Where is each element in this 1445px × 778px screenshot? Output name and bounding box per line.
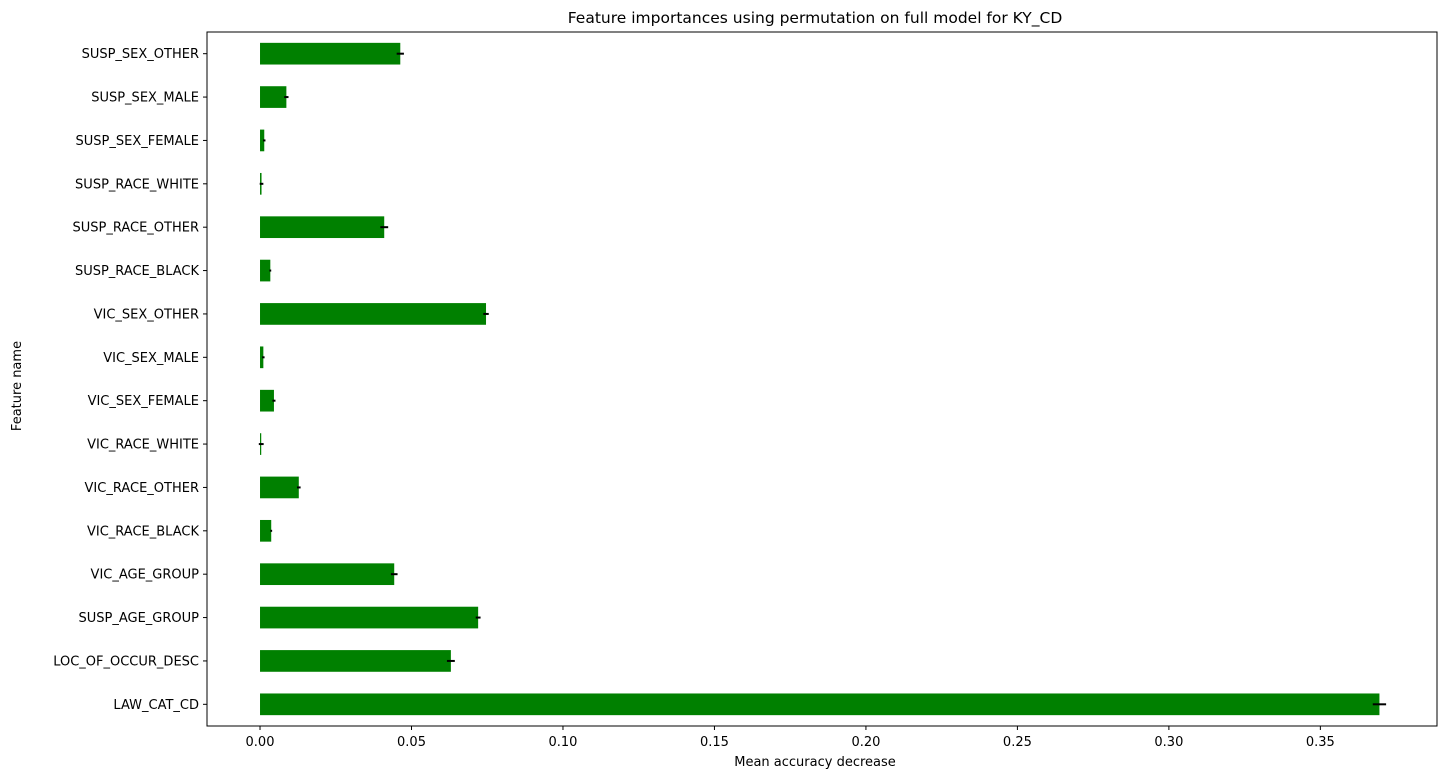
bar-law-cat-cd xyxy=(260,693,1380,716)
bar-susp-sex-male xyxy=(260,86,287,108)
x-tick-label: 0.15 xyxy=(700,735,729,750)
y-tick-label: VIC_RACE_WHITE xyxy=(87,438,199,453)
bars-group xyxy=(260,42,1380,716)
x-tick-label: 0.25 xyxy=(1003,735,1032,750)
y-tick-label: VIC_SEX_FEMALE xyxy=(88,394,199,409)
x-tick-label: 0.35 xyxy=(1306,735,1335,750)
bar-susp-race-black xyxy=(260,259,271,282)
y-tick-label: VIC_SEX_OTHER xyxy=(94,307,199,322)
bar-vic-race-black xyxy=(260,519,272,542)
x-tick-label: 0.30 xyxy=(1154,735,1183,750)
bar-susp-sex-other xyxy=(260,42,401,65)
y-tick-label: SUSP_SEX_FEMALE xyxy=(76,134,200,149)
bar-vic-age-group xyxy=(260,563,395,586)
error-bars-group xyxy=(258,52,1387,706)
x-tick-label: 0.10 xyxy=(548,735,577,750)
plot-area xyxy=(206,31,1438,727)
y-tick-label: VIC_RACE_OTHER xyxy=(85,481,199,496)
bar-vic-race-other xyxy=(260,476,299,499)
y-tick-label: SUSP_AGE_GROUP xyxy=(78,611,199,626)
x-tick-label: 0.20 xyxy=(851,735,880,750)
bar-vic-sex-female xyxy=(260,389,274,412)
y-tick-label: SUSP_SEX_MALE xyxy=(91,91,199,106)
y-tick-label: VIC_AGE_GROUP xyxy=(91,568,200,583)
bar-vic-sex-other xyxy=(260,303,487,325)
x-axis-ticks: 0.00 0.05 0.10 0.15 0.20 0.25 0.30 0.35 xyxy=(246,726,1335,750)
bar-susp-age-group xyxy=(260,606,479,629)
y-tick-label: LAW_CAT_CD xyxy=(113,698,199,713)
y-tick-label: VIC_RACE_BLACK xyxy=(87,524,199,539)
x-axis-label: Mean accuracy decrease xyxy=(734,755,896,770)
y-tick-label: VIC_SEX_MALE xyxy=(103,351,199,366)
y-tick-label: SUSP_RACE_BLACK xyxy=(75,264,200,279)
bar-vic-sex-male xyxy=(260,346,264,369)
y-tick-label: SUSP_RACE_OTHER xyxy=(72,221,199,236)
bar-susp-race-other xyxy=(260,216,385,239)
x-tick-label: 0.05 xyxy=(397,735,426,750)
chart-title: Feature importances using permutation on… xyxy=(568,9,1063,28)
y-tick-label: SUSP_SEX_OTHER xyxy=(82,47,199,62)
bar-loc-of-occur-desc xyxy=(260,650,451,672)
y-tick-label: SUSP_RACE_WHITE xyxy=(75,177,199,192)
plot-frame xyxy=(206,31,1438,727)
x-tick-label: 0.00 xyxy=(246,735,275,750)
y-tick-label: LOC_OF_OCCUR_DESC xyxy=(53,654,199,669)
y-axis-label: Feature name xyxy=(10,341,25,431)
y-axis-ticks: LAW_CAT_CD LOC_OF_OCCUR_DESC SUSP_AGE_GROU… xyxy=(53,47,207,713)
bar-susp-sex-female xyxy=(260,129,265,152)
